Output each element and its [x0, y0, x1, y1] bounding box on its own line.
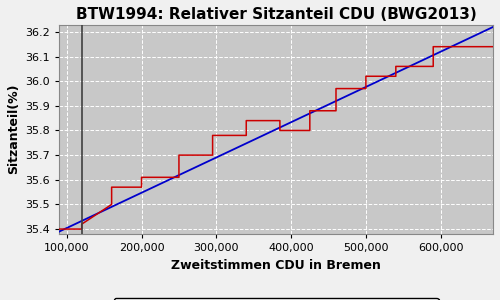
Y-axis label: Sitzanteil(%): Sitzanteil(%): [7, 84, 20, 175]
Title: BTW1994: Relativer Sitzanteil CDU (BWG2013): BTW1994: Relativer Sitzanteil CDU (BWG20…: [76, 7, 476, 22]
X-axis label: Zweitstimmen CDU in Bremen: Zweitstimmen CDU in Bremen: [171, 259, 381, 272]
Legend: Sitzanteil real, Sitzanteil ideal, Wahlergebnis: Sitzanteil real, Sitzanteil ideal, Wahle…: [114, 298, 438, 300]
